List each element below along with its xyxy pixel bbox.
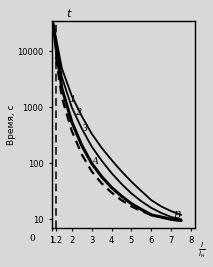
- Text: 1: 1: [69, 95, 75, 104]
- Text: 0: 0: [29, 234, 35, 243]
- Text: 2: 2: [75, 108, 81, 117]
- Text: $\frac{I}{I_{\rm н}}$: $\frac{I}{I_{\rm н}}$: [198, 240, 206, 260]
- Text: A: A: [92, 156, 99, 166]
- Text: 3: 3: [82, 124, 88, 133]
- Text: B: B: [173, 211, 180, 221]
- Y-axis label: Время, с: Время, с: [7, 104, 16, 145]
- Text: $t$: $t$: [66, 7, 72, 19]
